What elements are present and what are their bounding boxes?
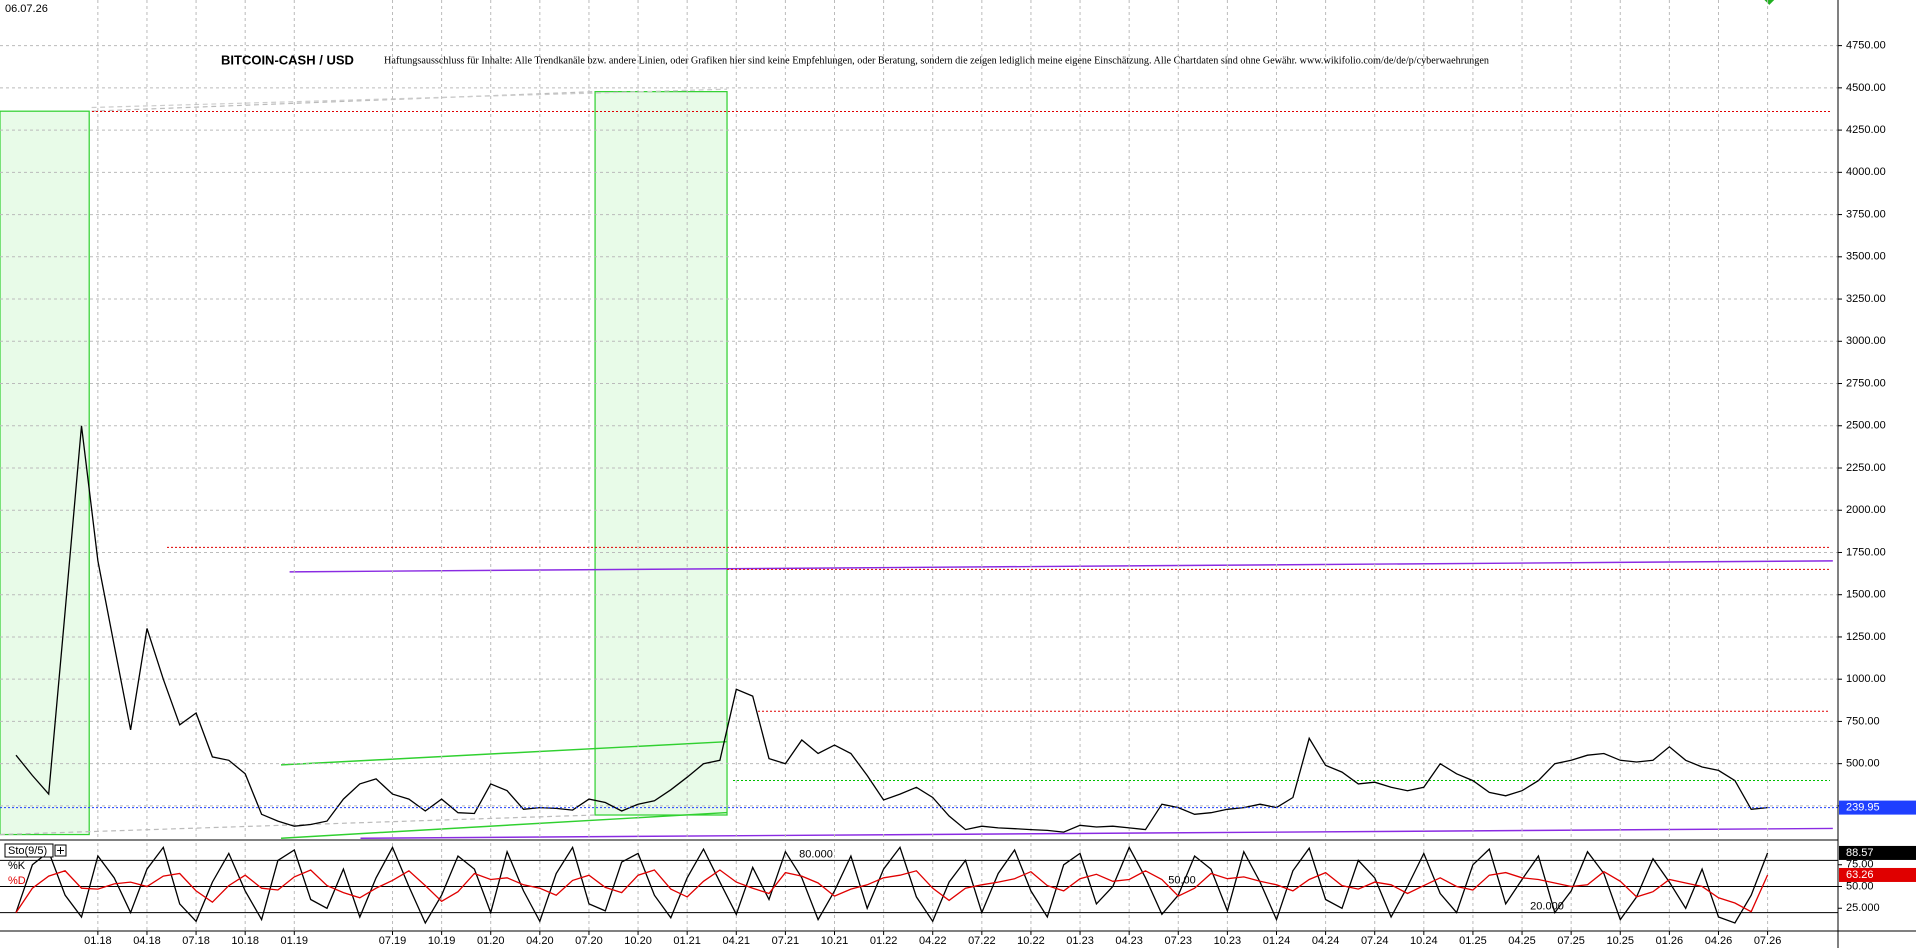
trend-line bbox=[280, 740, 728, 766]
x-tick-label: 04.24 bbox=[1312, 935, 1340, 947]
y-tick-label: 50.00 bbox=[1846, 880, 1874, 892]
trend-line bbox=[289, 560, 1833, 573]
x-tick-label: 07.26 bbox=[1754, 935, 1782, 947]
x-tick-label: 10.23 bbox=[1214, 935, 1242, 947]
disclaimer: Haftungsausschluss für Inhalte: Alle Tre… bbox=[384, 55, 1489, 66]
y-tick-label: 4500.00 bbox=[1846, 82, 1886, 94]
x-tick-label: 10.24 bbox=[1410, 935, 1438, 947]
x-tick-label: 04.18 bbox=[133, 935, 161, 947]
x-tick-label: 01.24 bbox=[1263, 935, 1291, 947]
y-tick-label: 2250.00 bbox=[1846, 462, 1886, 474]
green-zone bbox=[594, 91, 728, 816]
marker bbox=[1764, 0, 1775, 5]
reference-label: 20.000 bbox=[1530, 901, 1564, 913]
trend-line bbox=[91, 88, 728, 109]
x-tick-label: 01.18 bbox=[84, 935, 112, 947]
x-tick-label: 04.20 bbox=[526, 935, 554, 947]
x-tick-label: 01.23 bbox=[1066, 935, 1094, 947]
x-tick-label: 07.22 bbox=[968, 935, 996, 947]
x-tick-label: 01.22 bbox=[870, 935, 898, 947]
drawings bbox=[0, 0, 1833, 839]
green-zone bbox=[0, 110, 90, 836]
x-tick-label: 07.18 bbox=[182, 935, 210, 947]
y-tick-label: 2750.00 bbox=[1846, 377, 1886, 389]
chart-title: BITCOIN-CASH / USD bbox=[221, 52, 354, 67]
date: 06.07.26 bbox=[5, 3, 48, 15]
x-tick-label: 04.22 bbox=[919, 935, 947, 947]
last-value-label: 239.95 bbox=[1846, 802, 1880, 814]
x-tick-label: 04.21 bbox=[723, 935, 751, 947]
last-value-box bbox=[1839, 800, 1916, 815]
x-tick-label: 10.22 bbox=[1017, 935, 1045, 947]
x-tick-label: 10.19 bbox=[428, 935, 456, 947]
y-tick-label: 2500.00 bbox=[1846, 420, 1886, 432]
data-line bbox=[15, 869, 1769, 913]
legend-entry: %D bbox=[8, 875, 26, 887]
legend-icon bbox=[57, 847, 64, 854]
legend-title: Sto(9/5) bbox=[8, 845, 47, 857]
x-tick-label: 01.21 bbox=[673, 935, 701, 947]
x-tick-label: 07.19 bbox=[379, 935, 407, 947]
x-tick-label: 01.26 bbox=[1656, 935, 1684, 947]
y-tick-label: 4250.00 bbox=[1846, 124, 1886, 136]
trend-line bbox=[280, 811, 728, 839]
reference-label: 80.000 bbox=[799, 848, 833, 860]
x-tick-label: 04.26 bbox=[1705, 935, 1733, 947]
x-tick-label: 07.25 bbox=[1557, 935, 1585, 947]
y-tick-label: 4000.00 bbox=[1846, 166, 1886, 178]
x-tick-label: 01.19 bbox=[281, 935, 309, 947]
legend-box bbox=[4, 843, 54, 858]
y-tick-label: 3000.00 bbox=[1846, 335, 1886, 347]
y-tick-label: 750.00 bbox=[1846, 715, 1880, 727]
last-value-box bbox=[1839, 845, 1916, 860]
y-tick-label: 1250.00 bbox=[1846, 631, 1886, 643]
y-tick-label: 3750.00 bbox=[1846, 208, 1886, 220]
legend-entry: %K bbox=[8, 860, 26, 872]
x-tick-label: 04.25 bbox=[1508, 935, 1536, 947]
y-tick-label: 500.00 bbox=[1846, 758, 1880, 770]
x-tick-label: 07.23 bbox=[1165, 935, 1193, 947]
x-tick-label: 04.23 bbox=[1115, 935, 1143, 947]
reference-label: 50.00 bbox=[1168, 874, 1196, 886]
last-value-label: 88.57 bbox=[1846, 847, 1874, 859]
x-tick-label: 10.20 bbox=[624, 935, 652, 947]
y-tick-label: 1000.00 bbox=[1846, 673, 1886, 685]
y-tick-label: 1500.00 bbox=[1846, 589, 1886, 601]
y-tick-label: 2000.00 bbox=[1846, 504, 1886, 516]
x-tick-label: 07.20 bbox=[575, 935, 603, 947]
y-tick-label: 3250.00 bbox=[1846, 293, 1886, 305]
trend-line bbox=[0, 814, 596, 836]
last-value-box bbox=[1839, 867, 1916, 882]
y-tick-label: 75.00 bbox=[1846, 859, 1874, 871]
x-tick-label: 10.18 bbox=[231, 935, 259, 947]
x-tick-label: 01.25 bbox=[1459, 935, 1487, 947]
x-tick-label: 10.25 bbox=[1606, 935, 1634, 947]
y-tick-label: 1750.00 bbox=[1846, 546, 1886, 558]
y-tick-label: 3500.00 bbox=[1846, 251, 1886, 263]
last-value-label: 63.26 bbox=[1846, 869, 1874, 881]
trend-line bbox=[360, 827, 1833, 839]
x-tick-label: 01.20 bbox=[477, 935, 505, 947]
data-line bbox=[15, 425, 1768, 833]
y-tick-label: 4750.00 bbox=[1846, 40, 1886, 52]
x-tick-label: 07.21 bbox=[772, 935, 800, 947]
data-line bbox=[15, 845, 1769, 925]
x-tick-label: 07.24 bbox=[1361, 935, 1389, 947]
y-tick-label: 25.000 bbox=[1846, 902, 1880, 914]
x-tick-label: 10.21 bbox=[821, 935, 849, 947]
